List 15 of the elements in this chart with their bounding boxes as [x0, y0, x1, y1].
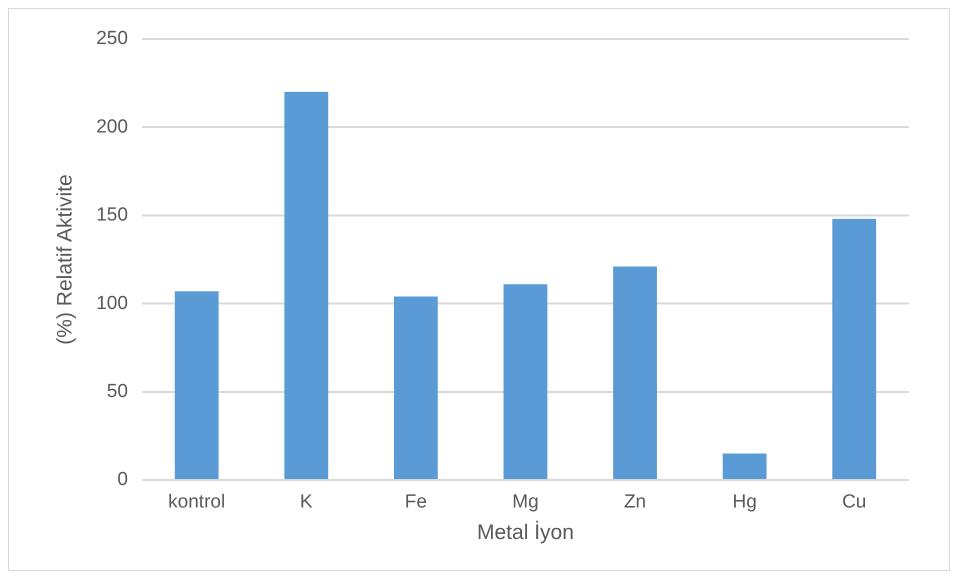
x-tick-label: Zn — [624, 492, 646, 513]
x-axis-title: Metal İyon — [477, 520, 574, 544]
y-axis-title: (%) Relatif Aktivite — [53, 174, 76, 345]
x-tick-label: Mg — [512, 492, 539, 513]
x-tick-label: Fe — [404, 492, 427, 513]
x-tick-label: Cu — [842, 492, 866, 513]
x-tick-label: Hg — [732, 492, 757, 513]
y-tick-label: 50 — [106, 381, 128, 402]
y-tick-label: 200 — [96, 116, 128, 138]
y-tick-label: 0 — [117, 469, 128, 490]
x-tick-label: K — [300, 492, 313, 513]
y-tick-label: 100 — [96, 292, 128, 314]
x-tick-label: kontrol — [168, 492, 226, 513]
y-tick-label: 150 — [96, 204, 128, 226]
y-tick-label: 250 — [96, 28, 128, 50]
